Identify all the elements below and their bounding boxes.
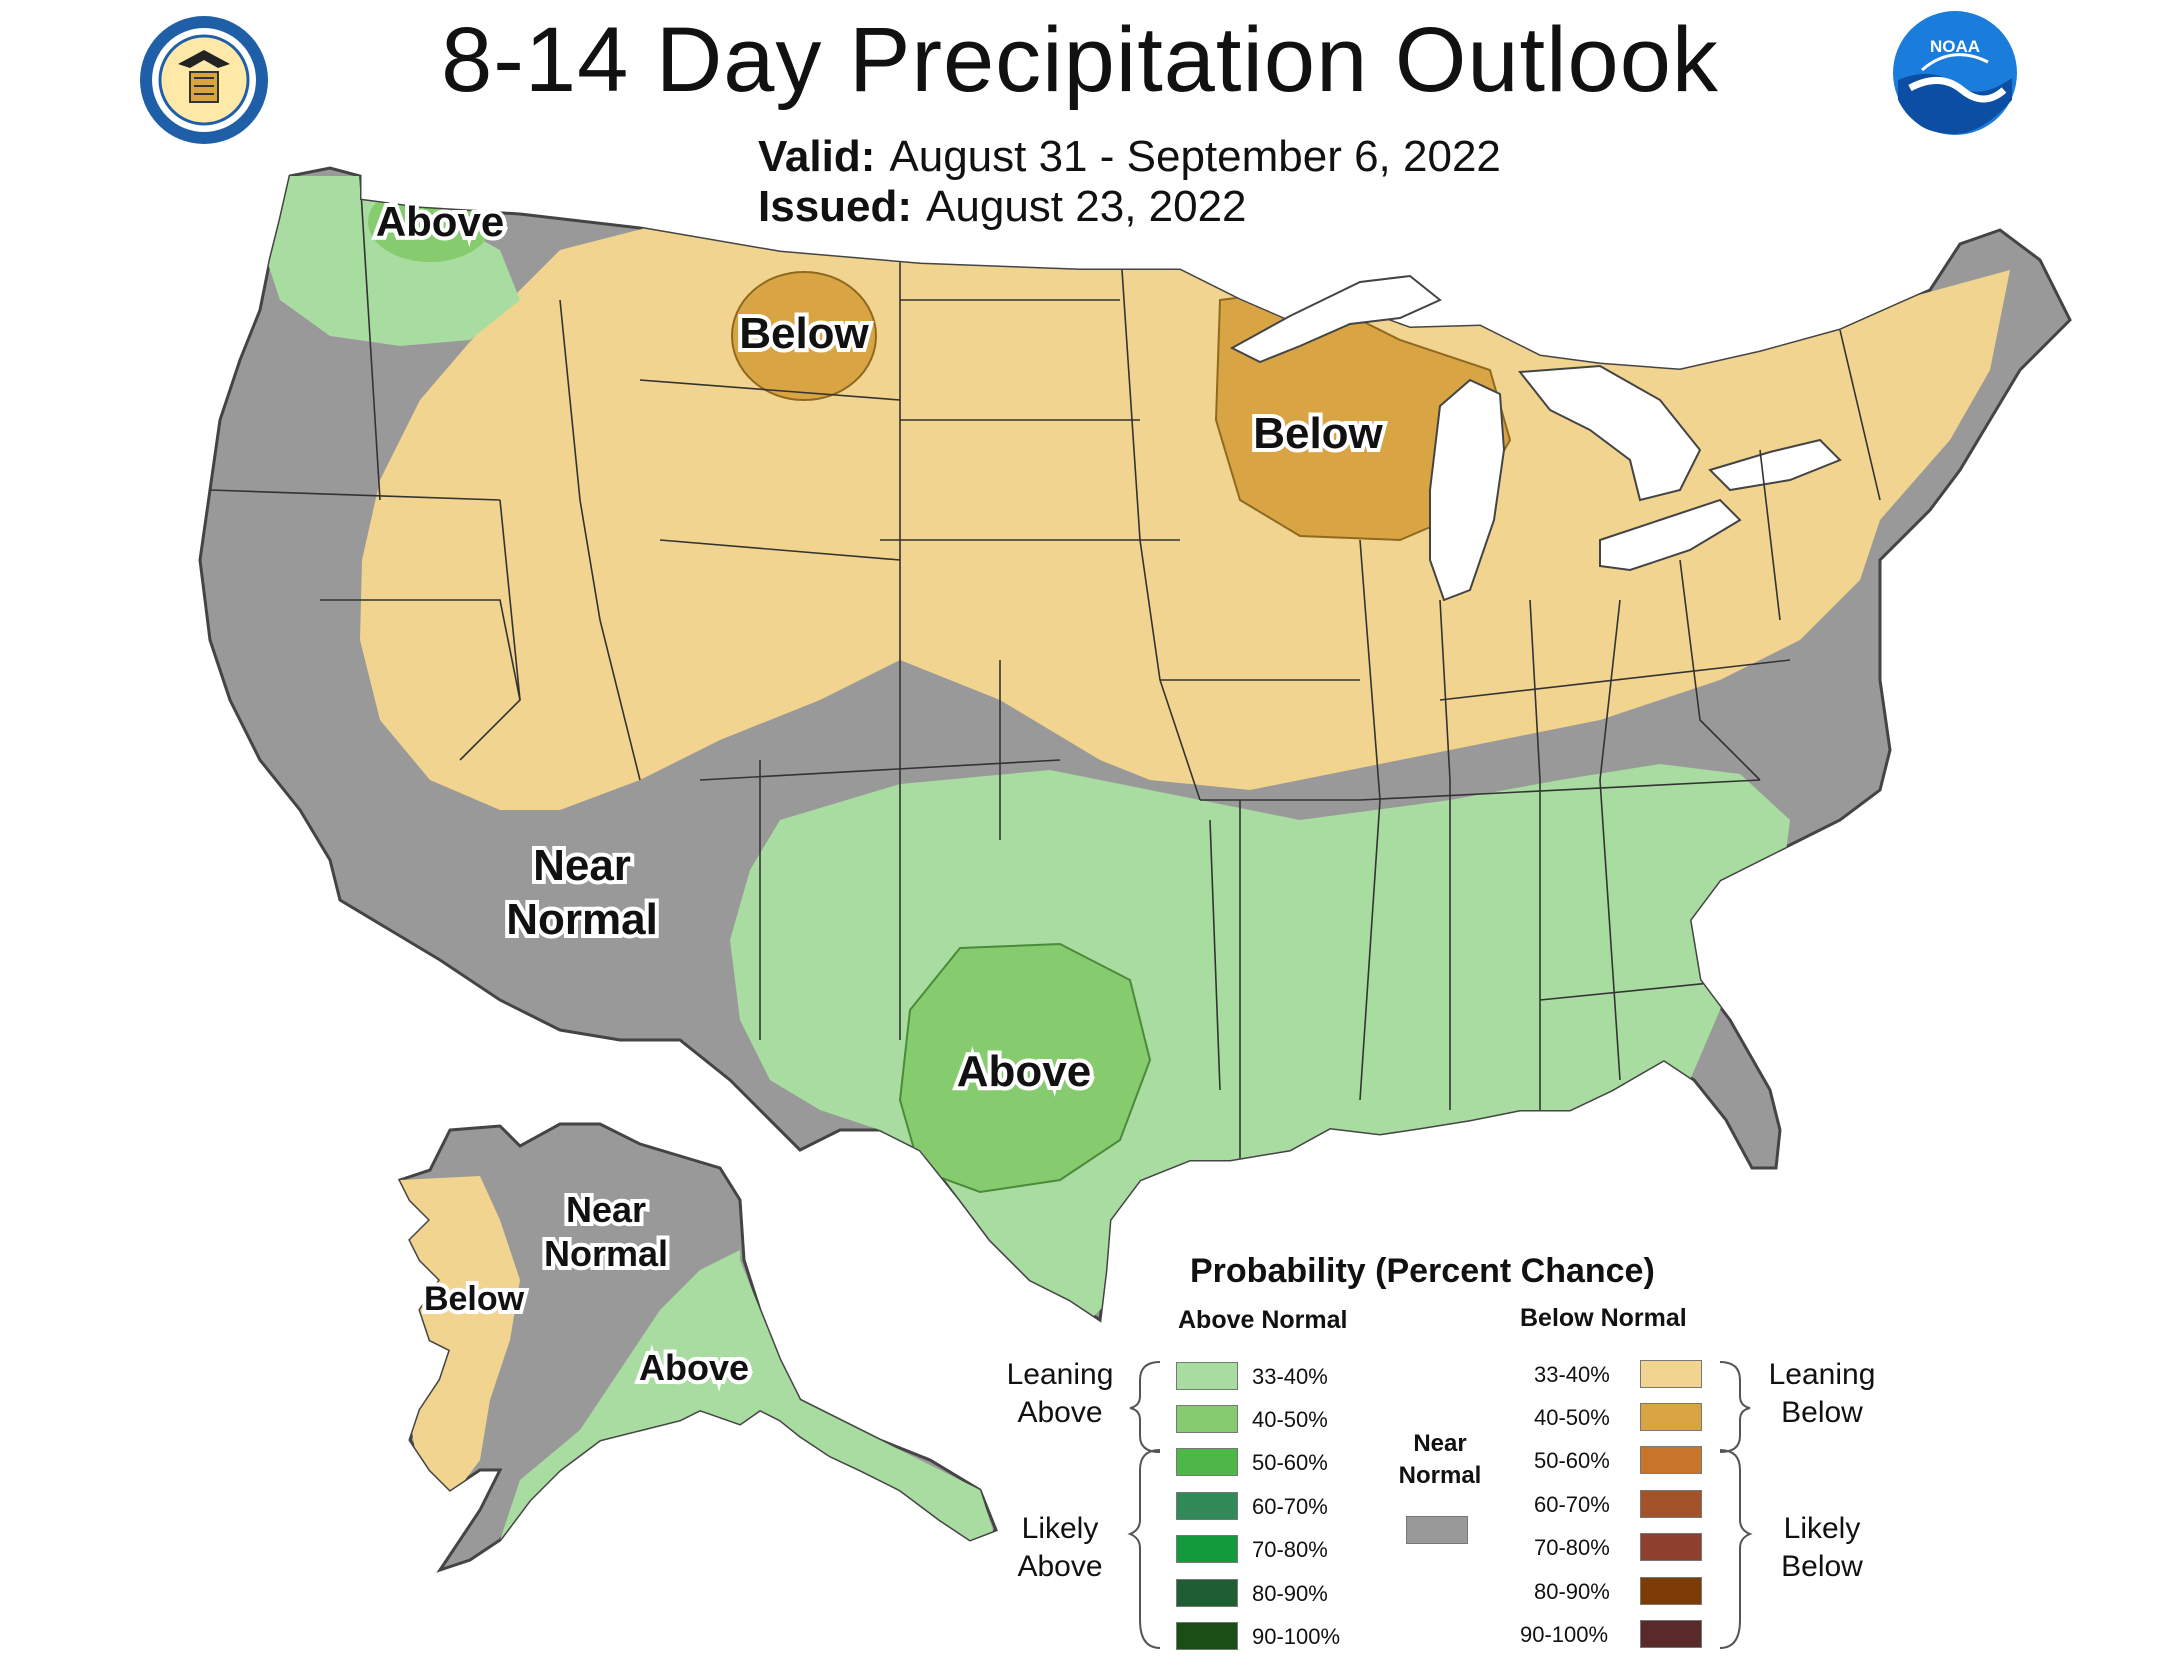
issued-line: Issued: August 23, 2022 — [758, 182, 1247, 232]
valid-value: August 31 - September 6, 2022 — [889, 132, 1501, 181]
legend-title: Probability (Percent Chance) — [1190, 1252, 1655, 1290]
label-alaska-below: Below — [424, 1280, 525, 1318]
legend-below-pct: 90-100% — [1520, 1622, 1609, 1647]
label-southwest-near: Near — [533, 841, 631, 890]
legend-swatch-above-33-40 — [1176, 1362, 1238, 1390]
lake-ontario — [1708, 438, 1842, 492]
state-borders — [209, 175, 1881, 1181]
legend-likely-above-line2: Above — [1017, 1550, 1103, 1583]
legend-swatch-above-80-90 — [1176, 1579, 1238, 1607]
above-40-50-texas — [898, 942, 1152, 1194]
valid-label: Valid: — [758, 132, 876, 181]
legend-below-pct: 70-80% — [1534, 1535, 1610, 1560]
below-40-50-montana — [731, 271, 877, 401]
noaa-text: NOAA — [1930, 37, 1980, 56]
label-upper-midwest-below: Below — [1253, 409, 1383, 458]
noaa-logo-icon: NOAA — [1893, 11, 2017, 135]
legend-swatch-below-33-40 — [1640, 1360, 1702, 1388]
legend-near-normal-line1: Near — [1413, 1430, 1467, 1457]
label-texas-above: Above — [957, 1047, 1091, 1096]
lake-erie — [1599, 498, 1742, 572]
label-montana-below: Below — [739, 309, 869, 358]
legend-swatch-above-60-70 — [1176, 1492, 1238, 1520]
label-alaska-normal: Normal — [544, 1233, 668, 1274]
lake-huron — [1518, 364, 1702, 502]
legend-swatch-below-60-70 — [1640, 1490, 1702, 1518]
commerce-seal-icon — [140, 16, 268, 144]
label-alaska-above: Above — [639, 1347, 749, 1388]
alaska-categories — [400, 1176, 996, 1540]
legend-braces — [1127, 1361, 1753, 1649]
lake-michigan — [1429, 378, 1506, 602]
legend-swatch-near-normal — [1406, 1516, 1468, 1544]
legend-leaning-below-line1: Leaning — [1768, 1358, 1876, 1391]
legend-above-pct: 33-40% — [1252, 1364, 1328, 1389]
legend-below-pct: 40-50% — [1534, 1405, 1610, 1430]
issued-value: August 23, 2022 — [926, 182, 1247, 231]
above-leaning-northwest — [260, 176, 520, 346]
legend-likely-below-line2: Below — [1781, 1550, 1863, 1583]
legend-above-pct: 40-50% — [1252, 1407, 1328, 1432]
legend-below-pct: 50-60% — [1534, 1448, 1610, 1473]
alaska-above-leaning — [500, 1250, 996, 1540]
legend-leaning-below: Leaning Below — [1752, 1356, 1892, 1432]
legend-swatch-below-70-80 — [1640, 1533, 1702, 1561]
issued-label: Issued: — [758, 182, 913, 231]
legend-leaning-above: Leaning Above — [990, 1356, 1130, 1432]
label-alaska-near: Near — [566, 1189, 646, 1230]
legend-likely-below-line1: Likely — [1783, 1512, 1861, 1545]
legend-likely-above: Likely Above — [990, 1510, 1130, 1586]
legend-swatch-below-80-90 — [1640, 1577, 1702, 1605]
legend-leaning-above-line2: Above — [1017, 1396, 1103, 1429]
legend-above-pct: 70-80% — [1252, 1537, 1328, 1562]
legend-above-header: Above Normal — [1178, 1306, 1348, 1334]
above-leaning-south — [730, 764, 1790, 1320]
legend-leaning-below-line2: Below — [1781, 1396, 1863, 1429]
legend-swatch-above-70-80 — [1176, 1535, 1238, 1563]
page-title: 8-14 Day Precipitation Outlook — [441, 9, 1719, 111]
lake-superior — [1229, 274, 1442, 364]
valid-line: Valid: August 31 - September 6, 2022 — [758, 132, 1501, 182]
legend-likely-below: Likely Below — [1752, 1510, 1892, 1586]
label-northwest-above: Above — [376, 198, 504, 245]
legend-swatch-above-50-60 — [1176, 1448, 1238, 1476]
legend-near-normal-label: Near Normal — [1380, 1428, 1500, 1492]
legend-likely-above-line1: Likely — [1021, 1512, 1099, 1545]
legend-above-pct: 90-100% — [1252, 1624, 1341, 1649]
legend-swatch-above-40-50 — [1176, 1405, 1238, 1433]
label-southwest-normal: Normal — [506, 895, 658, 944]
legend-near-normal-line2: Normal — [1398, 1462, 1482, 1489]
alaska-below-leaning — [400, 1176, 520, 1500]
legend-leaning-above-line1: Leaning — [1006, 1358, 1114, 1391]
legend-below-pct: 33-40% — [1534, 1362, 1610, 1387]
great-lakes — [1229, 274, 1842, 602]
legend-swatch-above-90-100 — [1176, 1622, 1238, 1650]
legend-below-pct: 60-70% — [1534, 1492, 1610, 1517]
legend-swatch-below-50-60 — [1640, 1446, 1702, 1474]
legend-swatch-below-90-100 — [1640, 1620, 1702, 1648]
legend-swatch-below-40-50 — [1640, 1403, 1702, 1431]
legend-above-pct: 50-60% — [1252, 1450, 1328, 1475]
legend-below-header: Below Normal — [1520, 1304, 1687, 1332]
legend-below-pct: 80-90% — [1534, 1579, 1610, 1604]
legend-above-pct: 80-90% — [1252, 1581, 1328, 1606]
legend-above-pct: 60-70% — [1252, 1494, 1328, 1519]
